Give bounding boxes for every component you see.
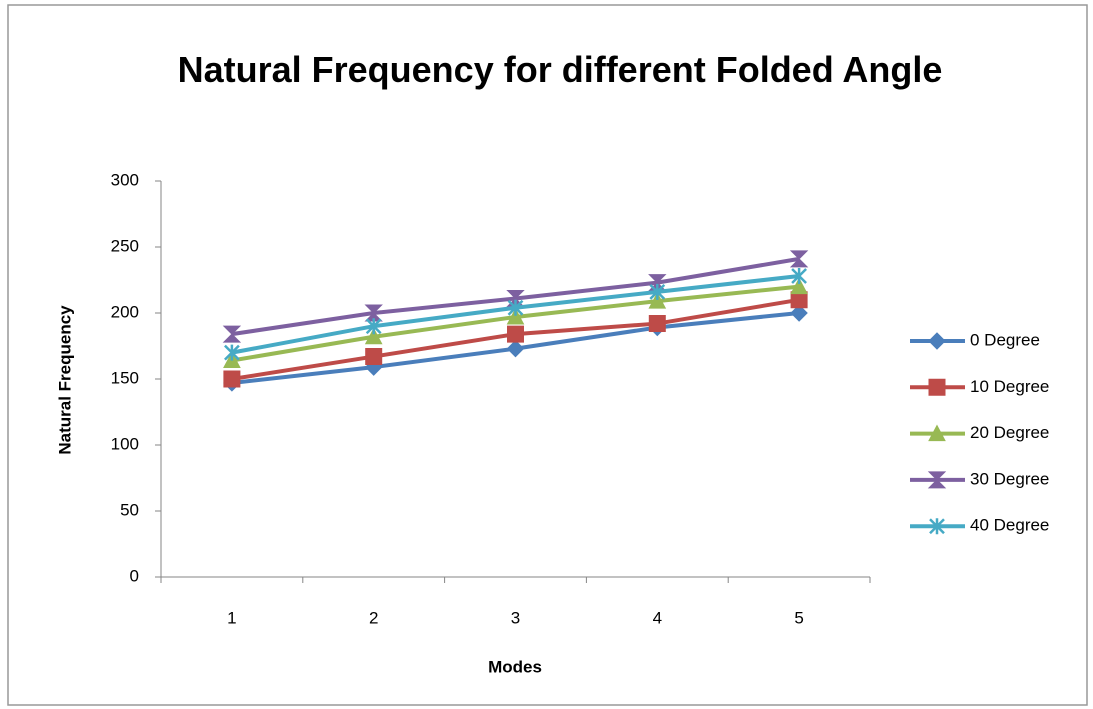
x-tick-label: 3 xyxy=(511,608,520,627)
y-tick-label: 0 xyxy=(130,566,139,585)
x-axis-label: Modes xyxy=(488,657,542,676)
data-point xyxy=(790,277,808,295)
chart-border xyxy=(7,4,1088,706)
data-point xyxy=(790,291,808,309)
legend-label: 0 Degree xyxy=(970,330,1040,349)
data-point xyxy=(224,344,240,361)
data-point xyxy=(791,268,807,285)
x-tick-label: 2 xyxy=(369,608,378,627)
y-tick-label: 150 xyxy=(111,368,139,387)
chart-title: Natural Frequency for different Folded A… xyxy=(177,49,943,90)
legend-marker xyxy=(928,332,946,350)
y-axis-label: Natural Frequency xyxy=(55,305,74,455)
data-point xyxy=(648,292,667,309)
data-point xyxy=(507,325,524,343)
data-point xyxy=(365,318,382,335)
data-point xyxy=(790,304,808,322)
y-tick-label: 300 xyxy=(111,170,139,189)
legend-marker xyxy=(929,518,945,535)
x-tick-label: 1 xyxy=(227,608,236,627)
data-point xyxy=(649,283,666,300)
x-tick-label: 5 xyxy=(794,608,803,627)
data-point xyxy=(506,307,525,325)
data-point xyxy=(507,299,524,316)
legend-marker xyxy=(927,471,947,489)
data-point xyxy=(364,327,383,345)
data-point xyxy=(222,325,242,343)
legend-label: 10 Degree xyxy=(970,377,1049,396)
y-tick-label: 250 xyxy=(111,236,139,255)
data-point xyxy=(364,304,383,322)
y-tick-label: 200 xyxy=(111,302,139,321)
legend-label: 20 Degree xyxy=(970,423,1049,442)
y-tick-label: 50 xyxy=(120,500,139,519)
legend-label: 30 Degree xyxy=(970,469,1049,488)
data-point xyxy=(223,370,241,388)
y-tick-label: 100 xyxy=(111,434,139,453)
data-point xyxy=(506,339,525,358)
data-point xyxy=(789,250,809,268)
legend-label: 40 Degree xyxy=(970,516,1049,535)
legend-marker xyxy=(928,378,946,396)
data-point xyxy=(365,348,383,366)
legend-marker xyxy=(928,424,946,442)
x-tick-label: 4 xyxy=(653,608,662,627)
data-point xyxy=(648,315,666,333)
